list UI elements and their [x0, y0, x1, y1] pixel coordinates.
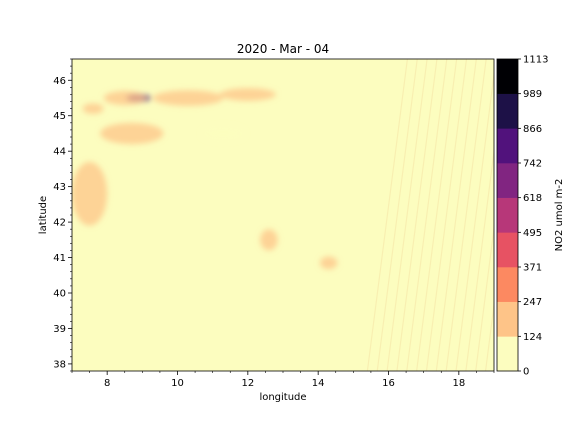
swath-stripe: [396, 59, 438, 371]
swath-stripe: [366, 59, 408, 371]
colorbar-bin: [497, 197, 518, 233]
x-tick-label: 18: [452, 378, 465, 389]
y-tick-label: 41: [53, 253, 66, 264]
colorbar-tick-label: 0: [523, 367, 529, 378]
x-axis-label: longitude: [259, 392, 306, 403]
swath-stripe: [484, 300, 494, 371]
y-tick-label: 42: [53, 218, 66, 229]
hotspot-4: [219, 88, 276, 101]
swath-stripe: [386, 59, 428, 371]
colorbar-bin: [497, 267, 518, 302]
colorbar-bin: [497, 128, 518, 164]
swath-stripe: [406, 59, 448, 371]
plot-area: [71, 58, 495, 372]
colorbar-tick-label: 1113: [523, 55, 548, 66]
hotspot-5: [100, 122, 164, 145]
y-axis-label: latitude: [38, 196, 49, 234]
x-tick-label: 8: [104, 378, 110, 389]
hotspot-6: [72, 161, 108, 226]
colorbar-bin: [497, 232, 518, 268]
swath-stripe: [445, 59, 487, 371]
y-tick-label: 44: [53, 147, 66, 158]
swath-stripe: [416, 59, 458, 371]
colorbar-tick-label: 989: [523, 89, 542, 100]
swath-stripes: [366, 59, 494, 371]
hotspot-1: [103, 90, 146, 106]
x-tick-label: 12: [241, 378, 254, 389]
x-axis: 8 10 12 14 16 18: [71, 371, 495, 389]
swath-stripe: [435, 59, 477, 371]
colorbar-tick-label: 124: [523, 332, 542, 343]
x-tick-label: 16: [382, 378, 395, 389]
hotspot-8: [319, 256, 338, 270]
y-tick-label: 38: [53, 359, 66, 370]
y-tick-label: 43: [53, 182, 66, 193]
colorbar-frame: [496, 58, 519, 372]
hotspot-7: [260, 229, 278, 251]
colorbar-bin: [497, 163, 518, 198]
x-tick-label: 14: [312, 378, 325, 389]
swath-stripe: [376, 59, 418, 371]
colorbar-bin: [497, 336, 518, 372]
colorbar-label: NO2 umol m-2: [554, 179, 565, 252]
chart-title: 2020 - Mar - 04: [237, 42, 329, 56]
colorbar-bin: [497, 93, 518, 129]
y-tick-label: 39: [53, 324, 66, 335]
swath-stripe: [425, 59, 468, 371]
swath-stripe: [465, 146, 494, 371]
colorbar-tick-label: 742: [523, 159, 542, 170]
y-axis: 38 39 40 41 42 43 44 45 46: [53, 58, 72, 372]
y-tick-label: 40: [53, 289, 66, 300]
hotspot-layer: [72, 88, 338, 270]
colorbar-bin: [497, 301, 518, 337]
x-tick-label: 10: [171, 378, 184, 389]
y-tick-label: 46: [53, 76, 66, 87]
hotspot-2: [82, 103, 104, 114]
colorbar-tick-label: 866: [523, 124, 542, 135]
colorbar-bin: [497, 59, 518, 94]
swath-stripe: [455, 70, 494, 371]
colorbar-tick-label: 618: [523, 193, 542, 204]
colorbar-tick-label: 247: [523, 297, 542, 308]
swath-stripe: [475, 223, 494, 371]
colorbar-tick-label: 371: [523, 263, 542, 274]
colorbar: 0 124 247 371 495 618 742 866 989 1113: [496, 55, 548, 378]
colorbar-tick-label: 495: [523, 228, 542, 239]
hotspot-3: [152, 90, 224, 106]
y-tick-label: 45: [53, 111, 66, 122]
hotspot-9: [202, 126, 245, 141]
